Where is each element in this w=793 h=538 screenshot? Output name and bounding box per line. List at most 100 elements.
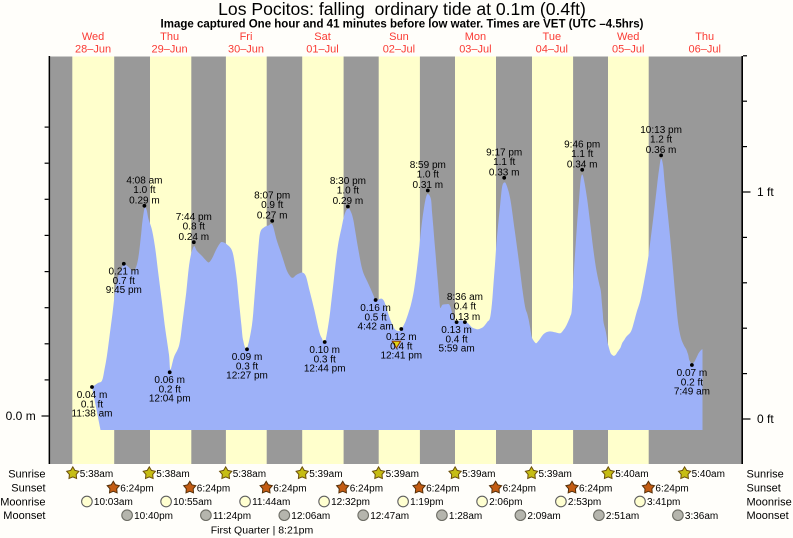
svg-text:4:08 am: 4:08 am xyxy=(126,176,162,187)
svg-text:6:24pm: 6:24pm xyxy=(197,483,230,494)
svg-text:5:38am: 5:38am xyxy=(156,469,189,480)
svg-text:0.24 m: 0.24 m xyxy=(179,232,210,243)
svg-text:2:06pm: 2:06pm xyxy=(489,497,522,508)
svg-text:6:24pm: 6:24pm xyxy=(120,483,153,494)
svg-text:12:04 pm: 12:04 pm xyxy=(149,394,191,405)
svg-text:0.1 ft: 0.1 ft xyxy=(81,399,103,410)
svg-text:0.33 m: 0.33 m xyxy=(489,168,520,179)
svg-text:6:24pm: 6:24pm xyxy=(579,483,612,494)
svg-text:0.0 m: 0.0 m xyxy=(6,409,36,423)
svg-text:1.0 ft: 1.0 ft xyxy=(133,185,155,196)
svg-text:0.21 m: 0.21 m xyxy=(109,267,140,278)
svg-text:Moonset: Moonset xyxy=(747,510,789,522)
svg-text:Tue: Tue xyxy=(543,31,562,43)
svg-text:12:44 pm: 12:44 pm xyxy=(304,363,346,374)
svg-text:0.3 ft: 0.3 ft xyxy=(236,362,258,373)
svg-text:06–Jul: 06–Jul xyxy=(688,43,720,55)
svg-text:4:42 am: 4:42 am xyxy=(358,321,394,332)
svg-text:2:09am: 2:09am xyxy=(527,511,560,522)
svg-text:3:41pm: 3:41pm xyxy=(647,497,680,508)
svg-text:11:38 am: 11:38 am xyxy=(72,408,113,419)
svg-text:5:39am: 5:39am xyxy=(462,469,495,480)
svg-text:5:38am: 5:38am xyxy=(80,469,113,480)
svg-text:0.10 m: 0.10 m xyxy=(309,345,340,356)
svg-text:0.2 ft: 0.2 ft xyxy=(681,377,703,388)
svg-text:11:24pm: 11:24pm xyxy=(213,511,251,522)
svg-text:0 ft: 0 ft xyxy=(757,412,774,426)
svg-text:0.16 m: 0.16 m xyxy=(360,303,391,314)
svg-text:Moonset: Moonset xyxy=(3,510,45,522)
svg-text:Sun: Sun xyxy=(389,31,409,43)
svg-text:30–Jun: 30–Jun xyxy=(228,43,264,55)
svg-text:0.31 m: 0.31 m xyxy=(413,180,444,191)
svg-text:Thu: Thu xyxy=(160,31,179,43)
svg-text:Fri: Fri xyxy=(240,31,253,43)
svg-text:8:59 pm: 8:59 pm xyxy=(410,160,446,171)
svg-text:0.13 m: 0.13 m xyxy=(441,325,472,336)
svg-text:0.34 m: 0.34 m xyxy=(567,160,598,171)
svg-text:0.04 m: 0.04 m xyxy=(77,390,108,401)
svg-text:Sunrise: Sunrise xyxy=(747,468,784,480)
svg-text:03–Jul: 03–Jul xyxy=(459,43,491,55)
svg-text:8:07 pm: 8:07 pm xyxy=(254,191,290,202)
svg-text:8:36 am: 8:36 am xyxy=(447,292,483,303)
svg-text:3:36am: 3:36am xyxy=(685,511,718,522)
svg-text:7:44 pm: 7:44 pm xyxy=(176,212,212,223)
svg-text:Wed: Wed xyxy=(617,31,639,43)
svg-text:5:39am: 5:39am xyxy=(309,469,342,480)
svg-text:Mon: Mon xyxy=(465,31,486,43)
svg-text:12:32pm: 12:32pm xyxy=(331,497,370,508)
svg-text:0.4 ft: 0.4 ft xyxy=(445,334,467,345)
svg-text:9:45 pm: 9:45 pm xyxy=(106,285,142,296)
svg-text:2:53pm: 2:53pm xyxy=(568,497,601,508)
svg-text:Sat: Sat xyxy=(314,31,331,43)
svg-text:8:30 pm: 8:30 pm xyxy=(330,176,366,187)
svg-text:0.8 ft: 0.8 ft xyxy=(183,221,205,232)
svg-text:2:51am: 2:51am xyxy=(606,511,639,522)
svg-text:10:03am: 10:03am xyxy=(94,497,133,508)
svg-text:0.29 m: 0.29 m xyxy=(333,196,364,207)
svg-text:29–Jun: 29–Jun xyxy=(152,43,188,55)
svg-text:12:41 pm: 12:41 pm xyxy=(380,350,422,361)
svg-text:5:59 am: 5:59 am xyxy=(439,344,475,355)
svg-text:1.1 ft: 1.1 ft xyxy=(493,157,515,168)
svg-text:1.1 ft: 1.1 ft xyxy=(571,149,593,160)
svg-text:1:19pm: 1:19pm xyxy=(410,497,443,508)
svg-text:0.09 m: 0.09 m xyxy=(232,352,263,363)
svg-text:0.2 ft: 0.2 ft xyxy=(159,385,181,396)
svg-text:28–Jun: 28–Jun xyxy=(75,43,111,55)
svg-text:Sunset: Sunset xyxy=(11,483,45,495)
svg-text:0.7 ft: 0.7 ft xyxy=(113,276,135,287)
svg-text:6:24pm: 6:24pm xyxy=(655,483,688,494)
svg-text:12:06am: 12:06am xyxy=(291,511,330,522)
svg-text:0.12 m: 0.12 m xyxy=(386,332,417,343)
svg-text:0.3 ft: 0.3 ft xyxy=(314,354,336,365)
svg-text:10:55am: 10:55am xyxy=(173,497,212,508)
svg-text:1:28am: 1:28am xyxy=(449,511,482,522)
svg-text:6:24pm: 6:24pm xyxy=(426,483,459,494)
svg-text:0.4 ft: 0.4 ft xyxy=(390,341,412,352)
svg-text:5:39am: 5:39am xyxy=(386,469,419,480)
svg-text:1 ft: 1 ft xyxy=(757,185,774,199)
svg-text:First Quarter | 8:21pm: First Quarter | 8:21pm xyxy=(211,525,314,537)
svg-text:0.13 m: 0.13 m xyxy=(450,312,481,323)
svg-text:1.2 ft: 1.2 ft xyxy=(650,135,672,146)
svg-text:Thu: Thu xyxy=(695,31,714,43)
svg-text:04–Jul: 04–Jul xyxy=(536,43,568,55)
svg-text:Moonrise: Moonrise xyxy=(747,497,792,509)
svg-text:0.06 m: 0.06 m xyxy=(154,375,185,386)
svg-text:5:39am: 5:39am xyxy=(539,469,572,480)
svg-text:9:46 pm: 9:46 pm xyxy=(564,140,600,151)
svg-text:0.36 m: 0.36 m xyxy=(646,145,677,156)
svg-text:Los Pocitos: falling ordinary: Los Pocitos: falling ordinary tide at 0.… xyxy=(218,0,586,19)
svg-text:0.27 m: 0.27 m xyxy=(257,211,288,222)
svg-text:11:44am: 11:44am xyxy=(252,497,290,508)
svg-text:Sunset: Sunset xyxy=(747,483,781,495)
svg-text:7:49 am: 7:49 am xyxy=(674,386,710,397)
svg-text:Wed: Wed xyxy=(82,31,104,43)
svg-text:5:40am: 5:40am xyxy=(615,469,648,480)
svg-text:0.29 m: 0.29 m xyxy=(129,196,160,207)
svg-text:12:47am: 12:47am xyxy=(370,511,409,522)
svg-text:02–Jul: 02–Jul xyxy=(383,43,415,55)
svg-text:6:24pm: 6:24pm xyxy=(273,483,306,494)
